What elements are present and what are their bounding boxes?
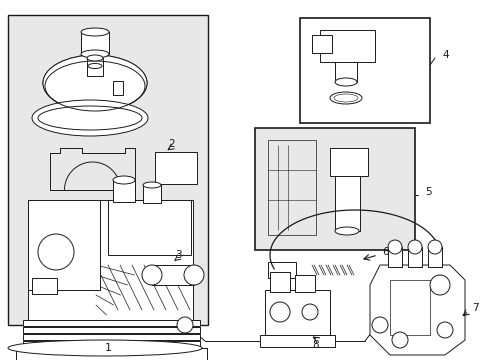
Bar [152,265,194,285]
Ellipse shape [142,265,162,285]
Text: 8: 8 [312,340,319,350]
Circle shape [38,234,74,270]
Text: 3: 3 [175,250,181,260]
Circle shape [436,322,452,338]
Bar [311,35,331,53]
Bar [319,30,374,62]
Bar [260,335,334,347]
Bar [23,327,200,333]
Circle shape [387,240,401,254]
Bar [73,70,117,98]
Ellipse shape [113,176,135,184]
Circle shape [391,332,407,348]
Bar [334,176,359,231]
Bar [28,200,100,290]
Bar [267,140,315,235]
Bar [87,58,103,76]
Bar [254,128,414,250]
Ellipse shape [334,227,358,235]
Ellipse shape [334,78,356,86]
Ellipse shape [87,55,103,61]
Ellipse shape [32,100,148,136]
Text: 4: 4 [441,50,447,60]
Bar [23,320,200,326]
Ellipse shape [8,340,202,356]
Bar [23,341,200,347]
Circle shape [302,304,317,320]
Ellipse shape [81,28,109,36]
Text: 7: 7 [471,303,478,313]
Circle shape [269,302,289,322]
Ellipse shape [88,63,102,68]
Bar [88,54,102,66]
Bar [329,148,367,176]
Bar [8,15,207,325]
Bar [113,180,135,202]
Bar [264,290,329,335]
Circle shape [371,317,387,333]
Bar [28,200,193,320]
Bar [155,152,197,184]
Text: 5: 5 [424,187,431,197]
Bar [32,278,57,294]
Bar [142,185,161,203]
Bar [294,275,314,292]
Ellipse shape [81,50,109,58]
Circle shape [407,240,421,254]
Bar [269,272,289,292]
Ellipse shape [142,182,161,188]
Ellipse shape [183,265,203,285]
Text: 2: 2 [168,139,174,149]
Bar [299,18,429,123]
Bar [389,280,429,335]
Bar [113,81,123,95]
Ellipse shape [43,55,147,111]
Text: 1: 1 [104,343,111,353]
Bar [387,247,401,267]
Circle shape [177,317,193,333]
Ellipse shape [43,55,147,111]
Bar [81,32,109,54]
Text: 6: 6 [381,247,388,257]
Bar [23,334,200,340]
Bar [16,348,206,360]
Circle shape [429,275,449,295]
Bar [427,247,441,267]
Bar [334,62,356,82]
Bar [267,262,295,278]
Bar [407,247,421,267]
Polygon shape [369,265,464,355]
Bar [108,200,191,255]
Circle shape [427,240,441,254]
